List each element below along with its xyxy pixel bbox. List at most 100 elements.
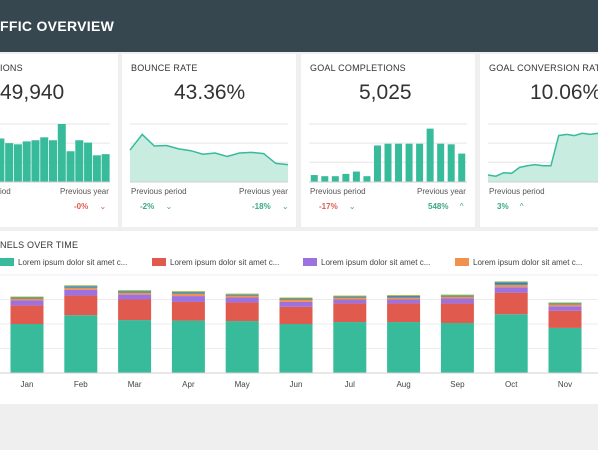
bar-segment — [548, 310, 582, 328]
card-value: 10.06% — [530, 81, 598, 104]
bar-segment — [279, 297, 313, 299]
bar-segment — [440, 323, 474, 373]
bar-segment — [279, 298, 313, 300]
bar-segment — [279, 299, 313, 302]
area-fill — [488, 133, 598, 182]
bar-segment — [118, 292, 152, 295]
bar — [426, 128, 434, 182]
x-tick-label: Feb — [74, 380, 88, 389]
card-value: 43.36% — [174, 81, 246, 104]
legend-label: Lorem ipsum dolor sit amet c... — [473, 258, 583, 267]
delta-year-value: 548% — [428, 202, 449, 211]
legend-item[interactable]: Lorem ipsum dolor sit amet c... — [303, 258, 430, 267]
bar-segment — [333, 296, 367, 298]
legend-label: Lorem ipsum dolor sit amet c... — [18, 258, 128, 267]
delta-period: -17% ⌄ — [319, 202, 356, 211]
bar-segment — [333, 322, 367, 373]
bar — [57, 124, 66, 182]
bar-segment — [279, 301, 313, 307]
previous-period-label: iod — [0, 187, 11, 196]
delta-period-value: 3% — [497, 202, 509, 211]
bar-segment — [494, 284, 528, 288]
legend-item[interactable]: Lorem ipsum dolor sit amet c... — [455, 258, 582, 267]
bar-segment — [225, 294, 259, 296]
bar — [321, 176, 329, 182]
channels-over-time-panel: NELS OVER TIME Lorem ipsum dolor sit ame… — [0, 231, 598, 404]
legend-item[interactable]: Lorem ipsum dolor sit amet c... — [0, 258, 127, 267]
bar-segment — [118, 290, 152, 292]
bar — [84, 142, 93, 182]
bar-segment — [10, 305, 44, 324]
bar-segment — [10, 298, 44, 301]
bar-segment — [171, 292, 205, 294]
bar-segment — [10, 324, 44, 373]
bar-segment — [10, 296, 44, 298]
sessions-sparkline — [0, 123, 110, 183]
x-tick-label: Jul — [345, 380, 355, 389]
bar — [405, 143, 413, 182]
previous-period-label: Previous period — [489, 187, 545, 196]
bar-segment — [279, 324, 313, 373]
bar — [373, 145, 381, 182]
previous-period-label: Previous period — [131, 187, 187, 196]
dashboard-header: FFIC OVERVIEW — [0, 0, 598, 52]
bar-segment — [333, 303, 367, 323]
bar-segment — [387, 296, 421, 298]
x-tick-label: Oct — [505, 380, 518, 389]
x-tick-label: Mar — [128, 380, 142, 389]
delta-period: 3% ^ — [497, 202, 524, 211]
delta-period-value: -17% — [319, 202, 338, 211]
bar — [310, 175, 318, 182]
chevron-down-icon: ⌄ — [165, 202, 173, 211]
area-fill — [130, 134, 288, 182]
bar — [384, 143, 392, 182]
bar — [447, 144, 455, 182]
bounce-rate-card: BOUNCE RATE 43.36% Previous period Previ… — [122, 54, 296, 227]
bar-segment — [494, 314, 528, 373]
bar-segment — [225, 295, 259, 298]
bar-segment — [548, 306, 582, 311]
bar-segment — [440, 295, 474, 297]
previous-year-label: Previous year — [417, 187, 466, 196]
bar-segment — [64, 287, 98, 290]
bar — [92, 155, 101, 182]
bar-segment — [494, 281, 528, 283]
x-tick-label: Apr — [182, 380, 195, 389]
page-title: FFIC OVERVIEW — [0, 18, 115, 34]
bounce-rate-area-chart — [129, 123, 289, 183]
card-label: BOUNCE RATE — [131, 63, 198, 73]
chevron-up-icon: ^ — [459, 202, 464, 211]
bar — [458, 153, 466, 182]
bar-segment — [333, 295, 367, 297]
bar — [75, 140, 84, 182]
bar-segment — [440, 296, 474, 299]
bar-segment — [548, 304, 582, 307]
bar-segment — [64, 289, 98, 296]
bar-segment — [225, 302, 259, 322]
page-background — [0, 404, 598, 450]
x-tick-label: Aug — [396, 380, 410, 389]
panel-title: NELS OVER TIME — [0, 240, 79, 250]
bar — [437, 143, 445, 182]
card-label: GOAL COMPLETIONS — [310, 63, 406, 73]
bar-segment — [333, 297, 367, 300]
delta-period: -2% ⌄ — [140, 202, 172, 211]
previous-year-label: Previous year — [239, 187, 288, 196]
channels-stacked-bar-chart: Jan Feb Mar Apr May Jun Jul Aug Sep Oct Nov — [0, 274, 598, 389]
bar-segment — [225, 297, 259, 303]
bar-segment — [387, 295, 421, 297]
bar-segment — [118, 291, 152, 293]
bar — [49, 140, 57, 182]
legend-item[interactable]: Lorem ipsum dolor sit amet c... — [152, 258, 279, 267]
legend-swatch — [455, 258, 469, 266]
bar-segment — [225, 321, 259, 373]
chart-legend: Lorem ipsum dolor sit amet c... Lorem ip… — [0, 258, 598, 270]
legend-label: Lorem ipsum dolor sit amet c... — [321, 258, 431, 267]
bar-segment — [440, 298, 474, 304]
bar-segment — [64, 295, 98, 316]
card-label: GOAL CONVERSION RATE — [489, 63, 598, 73]
card-label: IONS — [0, 63, 23, 73]
goal-conversion-rate-card: GOAL CONVERSION RATE 10.06% Previous per… — [480, 54, 598, 227]
bar-segment — [494, 287, 528, 293]
x-tick-label: Sep — [450, 380, 465, 389]
